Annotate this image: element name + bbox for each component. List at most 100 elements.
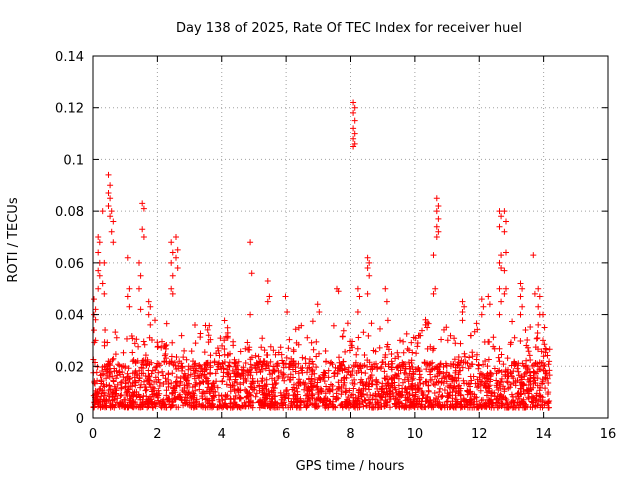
data-point	[504, 355, 511, 362]
data-point	[207, 369, 213, 376]
data-point	[288, 398, 295, 405]
data-point	[366, 259, 373, 266]
data-point	[527, 324, 534, 330]
data-point	[256, 383, 263, 390]
data-point	[433, 195, 440, 202]
data-point	[225, 371, 232, 378]
data-point	[280, 360, 287, 367]
data-point	[243, 378, 250, 384]
data-point	[540, 311, 546, 318]
data-point	[534, 330, 541, 336]
data-point	[99, 368, 106, 374]
data-point	[325, 374, 332, 381]
data-point	[322, 348, 329, 354]
data-point	[160, 381, 167, 387]
grid-lines	[93, 56, 608, 418]
data-point	[438, 336, 445, 343]
data-point	[421, 404, 428, 410]
data-point	[443, 362, 450, 369]
data-point	[382, 285, 389, 292]
data-point	[364, 254, 371, 261]
data-point	[377, 403, 384, 410]
data-point	[272, 351, 279, 358]
y-tick-label: 0.12	[55, 102, 84, 117]
data-point	[508, 399, 515, 406]
data-point	[424, 324, 431, 331]
data-point	[232, 396, 239, 402]
data-point	[491, 389, 498, 396]
data-point	[224, 352, 231, 359]
data-point	[490, 343, 497, 350]
data-point	[546, 367, 553, 374]
data-point	[129, 335, 136, 342]
data-point	[495, 354, 502, 361]
y-tick-label: 0	[76, 412, 84, 427]
data-point	[311, 382, 318, 389]
data-point	[336, 354, 342, 361]
data-point	[201, 349, 208, 356]
data-point	[400, 379, 406, 386]
data-point	[489, 399, 496, 406]
data-point	[362, 397, 369, 404]
data-point	[214, 345, 221, 352]
data-point	[235, 387, 242, 394]
data-point	[406, 391, 413, 398]
data-point	[496, 345, 503, 352]
data-point	[498, 265, 505, 271]
data-point	[503, 285, 509, 292]
data-point	[504, 379, 511, 386]
data-point	[113, 387, 120, 394]
data-point	[140, 392, 147, 399]
data-point	[203, 366, 210, 373]
data-point	[308, 339, 315, 346]
data-point	[419, 327, 425, 334]
data-point	[310, 346, 317, 353]
data-point	[377, 325, 383, 332]
data-point	[124, 293, 131, 300]
data-point	[427, 343, 434, 350]
data-point	[149, 337, 155, 343]
data-point	[408, 339, 415, 346]
data-point	[281, 371, 287, 378]
data-point	[129, 349, 136, 356]
data-point	[502, 367, 509, 374]
data-point	[225, 362, 232, 369]
data-point	[316, 309, 323, 315]
data-point	[384, 391, 391, 397]
data-point	[394, 396, 401, 403]
data-point	[315, 391, 322, 397]
data-point	[409, 380, 416, 387]
data-point	[141, 378, 147, 385]
data-point	[267, 358, 274, 365]
data-point	[486, 385, 493, 392]
data-point	[462, 353, 468, 360]
data-point	[101, 392, 108, 399]
data-point	[118, 392, 125, 398]
data-point	[178, 332, 185, 339]
data-point	[110, 355, 117, 362]
data-point	[412, 382, 419, 389]
data-point	[101, 290, 108, 297]
data-point	[476, 374, 483, 381]
data-point	[459, 364, 466, 371]
data-point	[519, 382, 526, 388]
data-point	[221, 346, 228, 352]
data-point	[137, 402, 144, 408]
data-point	[527, 372, 534, 379]
data-point	[206, 388, 213, 395]
data-point	[423, 379, 430, 386]
data-point	[283, 354, 290, 361]
data-point	[231, 386, 238, 393]
data-point	[415, 332, 422, 339]
data-point	[444, 337, 451, 344]
data-point	[403, 330, 410, 337]
data-point	[334, 370, 341, 377]
data-point	[247, 239, 254, 246]
data-point	[281, 377, 288, 384]
data-point	[180, 354, 187, 361]
data-point	[249, 378, 256, 385]
data-point	[195, 374, 202, 381]
data-point	[342, 399, 349, 406]
data-point	[479, 379, 486, 385]
